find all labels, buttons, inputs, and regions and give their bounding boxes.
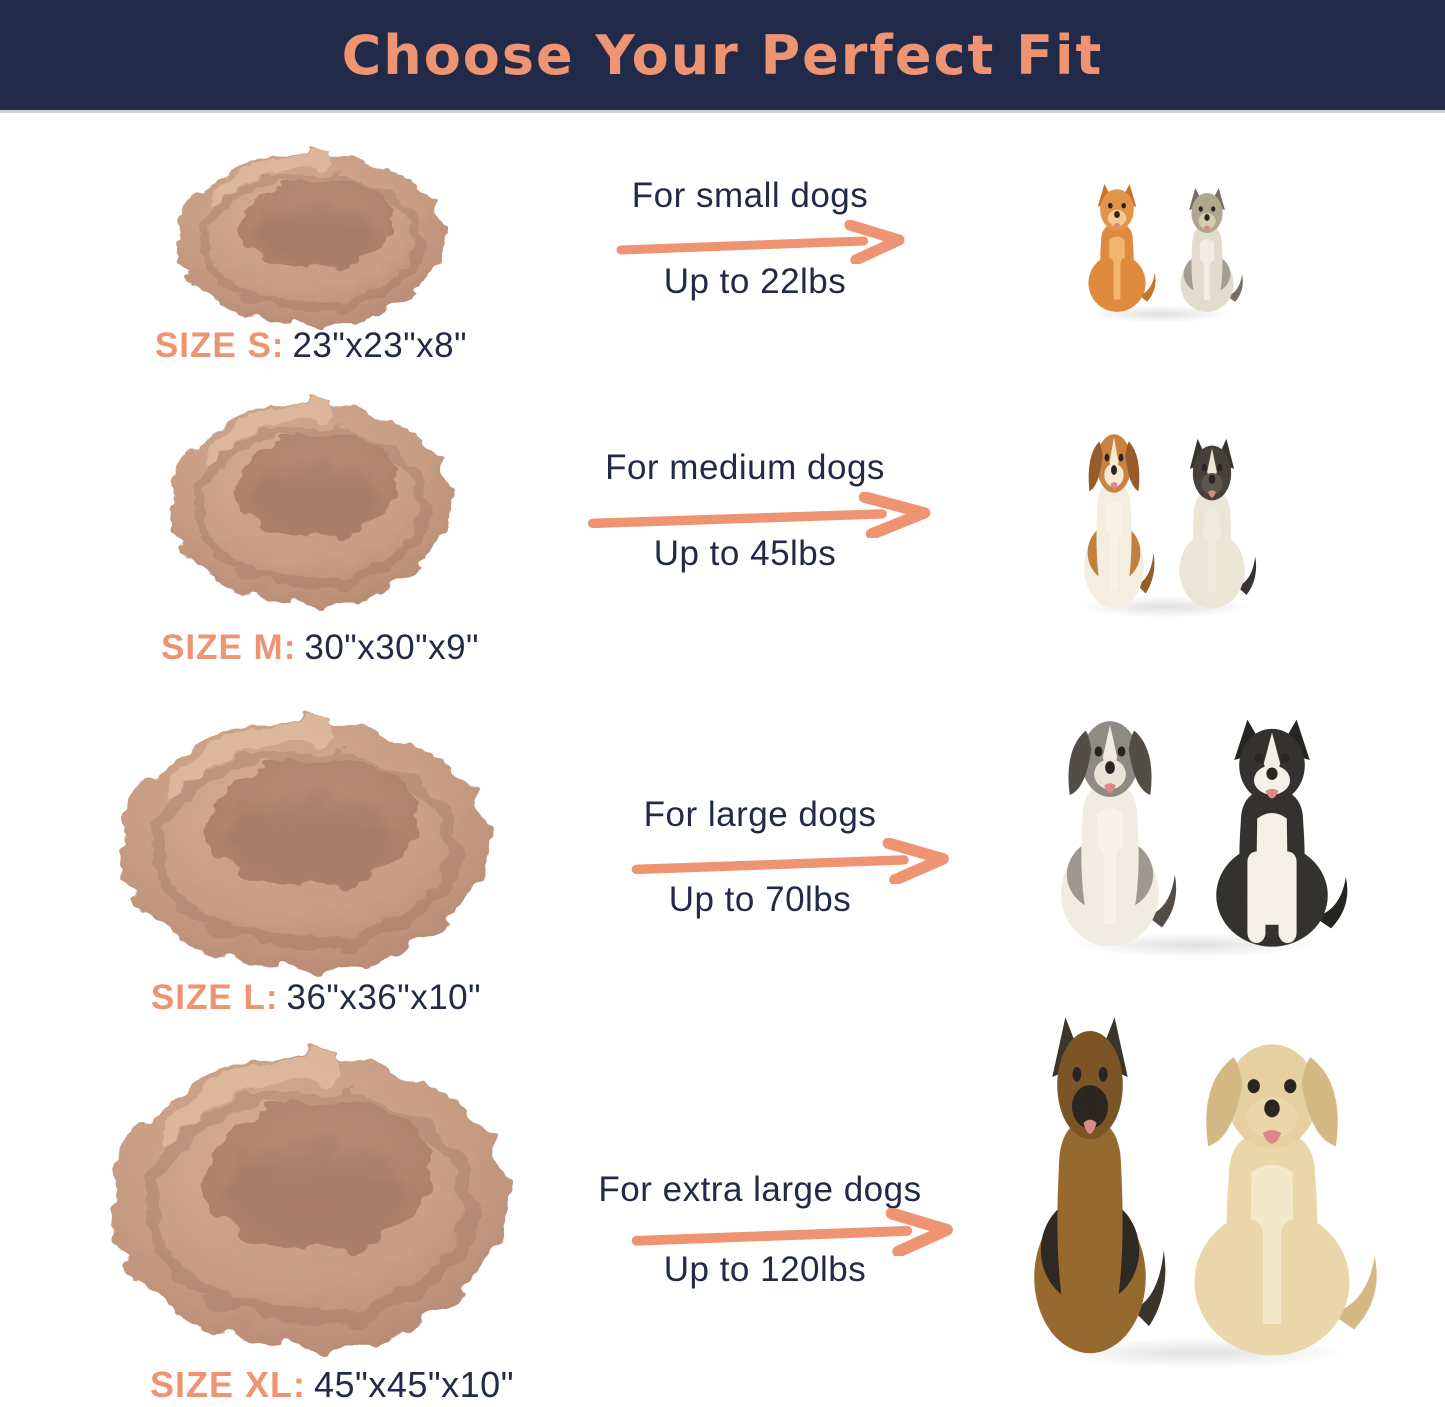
size-name: SIZE S: xyxy=(154,326,285,365)
size-dimensions: 45"x45"x10" xyxy=(314,1364,514,1405)
size-dimensions: 30"x30"x9" xyxy=(304,628,479,667)
audience-text: For medium dogs xyxy=(605,448,885,487)
size-label: SIZE S: 23"x23"x8" xyxy=(86,326,536,366)
size-name: SIZE XL: xyxy=(150,1364,307,1405)
dog-shadow xyxy=(1060,302,1260,326)
arrow-right-icon xyxy=(630,1208,960,1256)
size-label: SIZE M: 30"x30"x9" xyxy=(95,628,545,668)
size-label: SIZE XL: 45"x45"x10" xyxy=(107,1364,557,1406)
audience-text: For large dogs xyxy=(643,795,877,834)
size-name: SIZE L: xyxy=(150,978,279,1017)
weight-text: Up to 22lbs xyxy=(663,262,847,301)
audience-text: For extra large dogs xyxy=(598,1170,922,1209)
german-shepherd-dog-image xyxy=(1008,1012,1172,1364)
donut-bed-extra-large-image xyxy=(94,1026,526,1370)
weight-text: Up to 70lbs xyxy=(668,880,852,919)
weight-text: Up to 45lbs xyxy=(653,534,837,573)
header-banner: Choose Your Perfect Fit xyxy=(0,0,1445,113)
weight-text: Up to 120lbs xyxy=(663,1250,867,1289)
golden-retriever-dog-image xyxy=(1158,1026,1386,1366)
size-dimensions: 36"x36"x10" xyxy=(286,978,482,1017)
audience-text: For small dogs xyxy=(631,176,869,215)
size-name: SIZE M: xyxy=(161,628,297,667)
size-dimensions: 23"x23"x8" xyxy=(292,326,468,365)
page-title: Choose Your Perfect Fit xyxy=(341,23,1104,87)
size-label: SIZE L: 36"x36"x10" xyxy=(91,978,541,1018)
dog-shadow xyxy=(1048,592,1282,622)
